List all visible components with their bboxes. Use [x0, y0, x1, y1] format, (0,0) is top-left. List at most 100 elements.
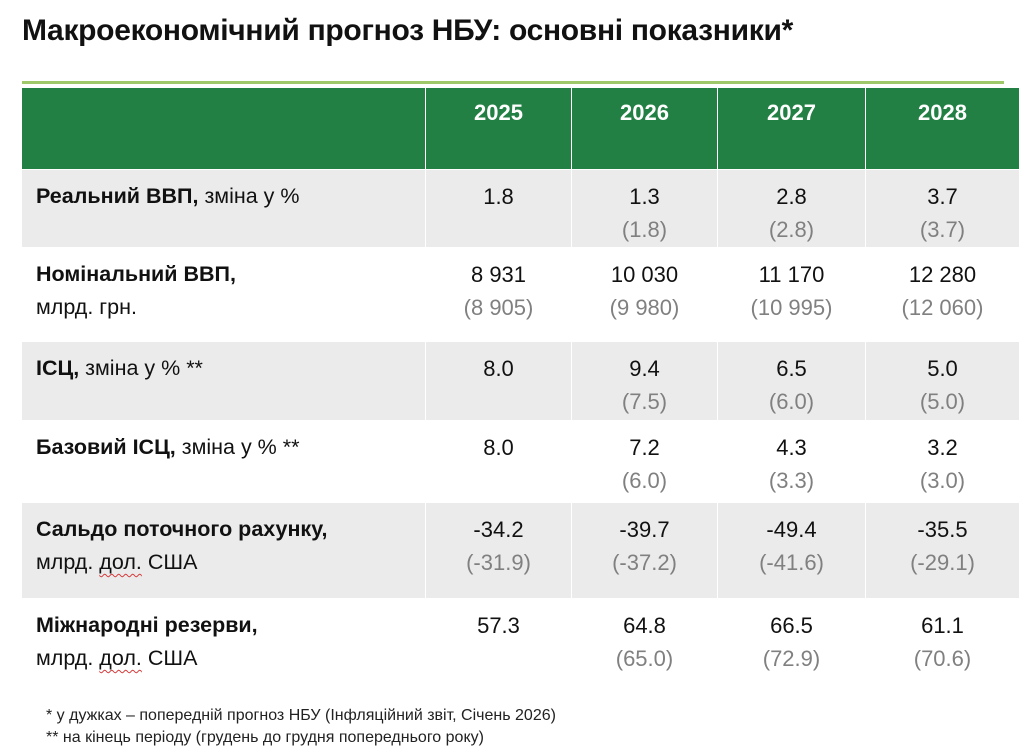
header-year-cell: 2028 — [866, 88, 1020, 170]
value-cell: 12 280 (12 060) — [866, 248, 1020, 342]
value-cell: 1.3 (1.8) — [572, 170, 718, 248]
value-cell: 8.0 — [426, 421, 572, 503]
current-value: 12 280 — [908, 262, 977, 287]
previous-value: (6.0) — [621, 468, 668, 493]
row-label-current-account: Сальдо поточного рахунку, млрд. дол. США — [22, 503, 426, 599]
previous-value: (9 980) — [609, 295, 680, 320]
current-value: 10 030 — [610, 262, 679, 287]
value-cell: 64.8 (65.0) — [572, 599, 718, 687]
current-value: -39.7 — [619, 517, 670, 542]
header-year-cell: 2027 — [718, 88, 866, 170]
current-value: 6.5 — [776, 356, 807, 381]
previous-value: (6.0) — [768, 389, 815, 414]
row-label-real-gdp: Реальний ВВП, зміна у % — [22, 170, 426, 248]
current-value: 61.1 — [921, 613, 964, 638]
row-label-rest: зміна у % ** — [175, 435, 300, 459]
previous-value: (10 995) — [750, 295, 833, 320]
unit-suffix: США — [141, 550, 198, 574]
title-divider — [22, 81, 1004, 84]
value-cell: 4.3 (3.3) — [718, 421, 866, 503]
previous-value: (7.5) — [621, 389, 668, 414]
row-label-reserves: Міжнародні резерви, млрд. дол. США — [22, 599, 426, 687]
previous-value: (-41.6) — [759, 550, 824, 575]
previous-value: (12 060) — [901, 295, 984, 320]
value-cell: -34.2 (-31.9) — [426, 503, 572, 599]
current-value: 66.5 — [770, 613, 813, 638]
current-value: 9.4 — [629, 356, 660, 381]
header-year-cell: 2026 — [572, 88, 718, 170]
value-cell: 9.4 (7.5) — [572, 342, 718, 421]
row-label-rest: зміна у % ** — [79, 356, 203, 380]
forecast-table: 2025 2026 2027 2028 Реальний ВВП, зміна … — [22, 88, 1020, 687]
unit-prefix: млрд. — [36, 646, 100, 670]
header-year-cell: 2025 — [426, 88, 572, 170]
header-corner-cell — [22, 88, 426, 170]
value-cell: -49.4 (-41.6) — [718, 503, 866, 599]
current-value: 3.7 — [927, 184, 958, 209]
current-value: 4.3 — [776, 435, 807, 460]
previous-value: (3.0) — [919, 468, 966, 493]
current-value: 5.0 — [927, 356, 958, 381]
unit-prefix: млрд. — [36, 550, 100, 574]
row-label-cpi: ІСЦ, зміна у % ** — [22, 342, 426, 421]
row-label-bold: Базовий ІСЦ, — [36, 435, 176, 459]
current-value: 1.8 — [483, 184, 514, 209]
previous-value: (1.8) — [621, 217, 668, 242]
year-label-2026: 2026 — [620, 100, 669, 125]
year-label-2027: 2027 — [767, 100, 816, 125]
value-cell: 10 030 (9 980) — [572, 248, 718, 342]
value-cell: 6.5 (6.0) — [718, 342, 866, 421]
row-label-unit: млрд. дол. США — [36, 546, 425, 579]
value-cell: 66.5 (72.9) — [718, 599, 866, 687]
year-label-2025: 2025 — [474, 100, 523, 125]
current-value: -49.4 — [766, 517, 817, 542]
year-label-2028: 2028 — [918, 100, 967, 125]
page-title: Макроекономічний прогноз НБУ: основні по… — [22, 14, 793, 47]
spellcheck-underlined-word: дол. — [99, 646, 142, 670]
value-cell: 8 931 (8 905) — [426, 248, 572, 342]
row-label-rest: зміна у % — [198, 184, 300, 208]
current-value: -34.2 — [473, 517, 524, 542]
value-cell: -39.7 (-37.2) — [572, 503, 718, 599]
previous-value: (8 905) — [463, 295, 534, 320]
footnotes: * у дужках – попередній прогноз НБУ (Інф… — [46, 705, 556, 749]
row-label-bold: Міжнародні резерви, — [36, 613, 258, 637]
value-cell: 61.1 (70.6) — [866, 599, 1020, 687]
current-value: 1.3 — [629, 184, 660, 209]
previous-value: (3.7) — [919, 217, 966, 242]
current-value: 8.0 — [483, 356, 514, 381]
current-value: 7.2 — [629, 435, 660, 460]
row-label-bold: ІСЦ, — [36, 356, 80, 380]
value-cell: 3.2 (3.0) — [866, 421, 1020, 503]
row-label-bold: Сальдо поточного рахунку, — [36, 517, 328, 541]
unit-suffix: США — [141, 646, 198, 670]
previous-value: (65.0) — [615, 646, 674, 671]
footnote-end-of-period: ** на кінець періоду (грудень до грудня … — [46, 729, 484, 746]
current-value: 2.8 — [776, 184, 807, 209]
previous-value: (72.9) — [762, 646, 821, 671]
row-label-unit: млрд. грн. — [36, 295, 137, 319]
previous-value: (-31.9) — [466, 550, 531, 575]
current-value: -35.5 — [917, 517, 968, 542]
row-label-bold: Реальний ВВП, — [36, 184, 199, 208]
previous-value: (-37.2) — [612, 550, 677, 575]
value-cell: 3.7 (3.7) — [866, 170, 1020, 248]
current-value: 11 170 — [758, 262, 825, 287]
value-cell: 2.8 (2.8) — [718, 170, 866, 248]
current-value: 3.2 — [927, 435, 958, 460]
value-cell: -35.5 (-29.1) — [866, 503, 1020, 599]
value-cell: 8.0 — [426, 342, 572, 421]
previous-value: (70.6) — [913, 646, 972, 671]
previous-value: (3.3) — [768, 468, 815, 493]
value-cell: 11 170 (10 995) — [718, 248, 866, 342]
value-cell: 5.0 (5.0) — [866, 342, 1020, 421]
value-cell: 57.3 — [426, 599, 572, 687]
value-cell: 1.8 — [426, 170, 572, 248]
row-label-nominal-gdp: Номінальний ВВП, млрд. грн. — [22, 248, 426, 342]
previous-value: (-29.1) — [910, 550, 975, 575]
current-value: 57.3 — [477, 613, 520, 638]
row-label-core-cpi: Базовий ІСЦ, зміна у % ** — [22, 421, 426, 503]
value-cell: 7.2 (6.0) — [572, 421, 718, 503]
previous-value: (5.0) — [919, 389, 966, 414]
current-value: 8 931 — [470, 262, 527, 287]
